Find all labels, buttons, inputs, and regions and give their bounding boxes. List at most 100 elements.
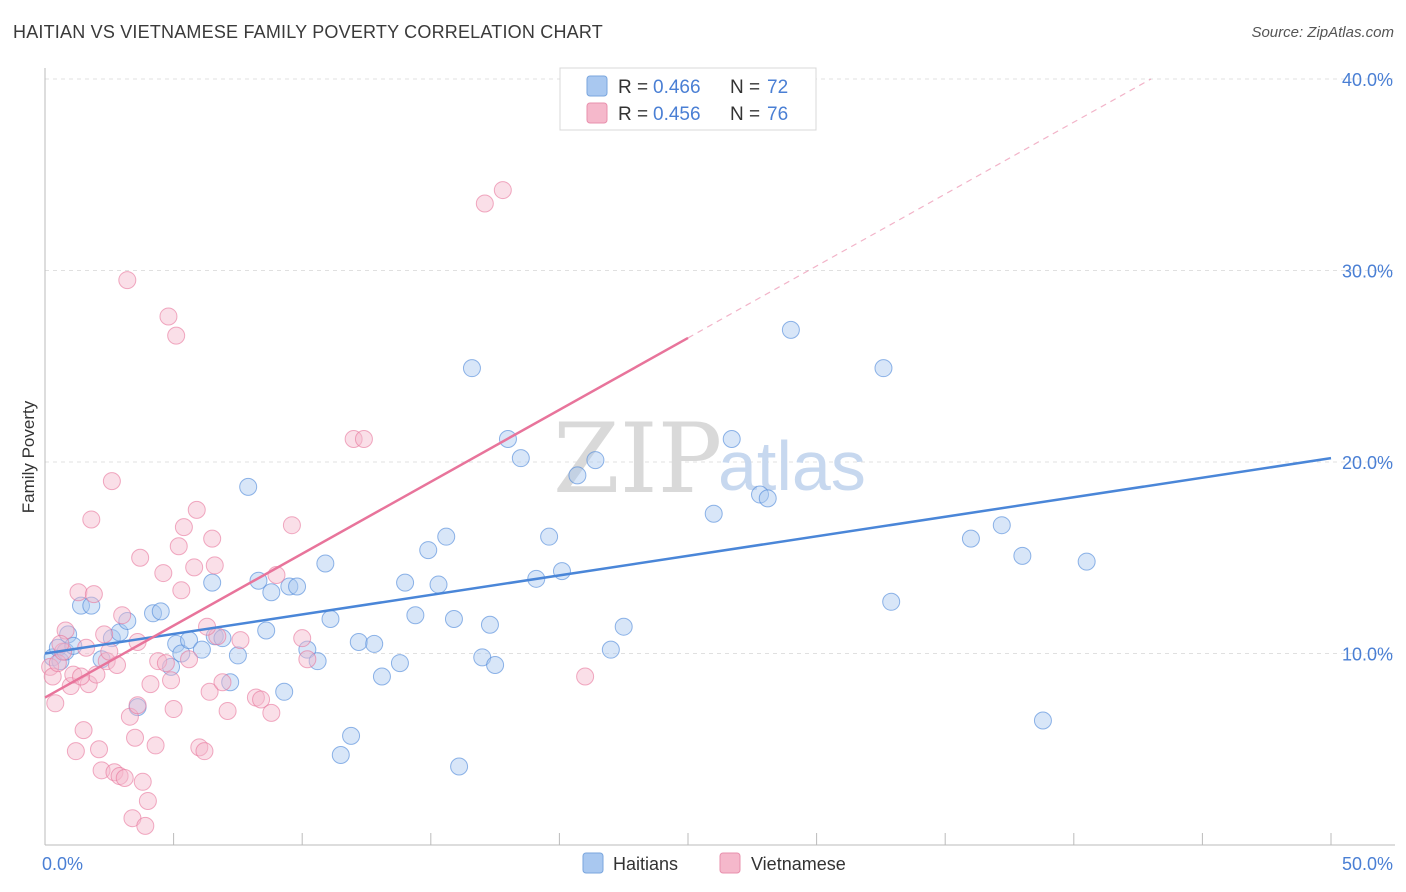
legend-swatch-haitians	[586, 75, 608, 97]
point-haitians-60	[601, 640, 620, 659]
point-vietnamese-65	[475, 194, 494, 213]
point-haitians-41	[390, 654, 409, 673]
point-haitians-73	[1077, 552, 1096, 571]
point-haitians-31	[288, 577, 307, 596]
point-haitians-51	[480, 615, 499, 634]
point-haitians-27	[257, 621, 276, 640]
point-vietnamese-9	[69, 583, 88, 602]
point-haitians-65	[758, 489, 777, 508]
legend-n-label-1: N =	[730, 77, 760, 98]
point-vietnamese-38	[154, 564, 173, 583]
point-haitians-44	[419, 541, 438, 560]
legend-r-label-1: R =	[618, 77, 648, 98]
point-haitians-11	[118, 611, 137, 630]
point-vietnamese-40	[162, 671, 181, 690]
point-vietnamese-1	[43, 667, 62, 686]
point-vietnamese-56	[218, 701, 237, 720]
legend-r-label-2: R =	[618, 104, 648, 125]
point-vietnamese-18	[95, 625, 114, 644]
point-haitians-7	[82, 596, 101, 615]
point-haitians-34	[316, 554, 335, 573]
point-haitians-24	[228, 646, 247, 665]
y-tick-label-1: 20.0%	[1342, 453, 1393, 473]
legend-n-label-2: N =	[730, 104, 760, 125]
y-tick-labels: 10.0% 20.0% 30.0% 40.0%	[1342, 70, 1393, 665]
point-vietnamese-55	[213, 673, 232, 692]
point-haitians-52	[486, 655, 505, 674]
x-tick-label-1: 50.0%	[1342, 854, 1393, 874]
point-vietnamese-63	[344, 430, 363, 449]
point-haitians-23	[221, 673, 240, 692]
point-haitians-69	[961, 529, 980, 548]
legend-n-value-1: 72	[767, 77, 788, 98]
point-vietnamese-41	[164, 700, 183, 719]
point-vietnamese-74	[231, 631, 250, 650]
point-haitians-28	[262, 583, 281, 602]
point-vietnamese-66	[493, 181, 512, 200]
point-haitians-58	[568, 466, 587, 485]
point-vietnamese-44	[172, 581, 191, 600]
point-vietnamese-10	[74, 721, 93, 740]
gridlines	[45, 78, 1395, 654]
point-vietnamese-35	[141, 675, 160, 694]
point-vietnamese-20	[102, 472, 121, 491]
point-haitians-43	[406, 606, 425, 625]
point-vietnamese-12	[79, 675, 98, 694]
point-vietnamese-39	[159, 307, 178, 326]
point-haitians-59	[586, 451, 605, 470]
point-vietnamese-5	[56, 621, 75, 640]
chart-source: Source: ZipAtlas.com	[1251, 24, 1394, 41]
watermark: ZIP atlas	[553, 403, 866, 515]
axes	[44, 68, 1395, 846]
point-vietnamese-3	[48, 654, 67, 673]
point-haitians-66	[781, 320, 800, 339]
point-vietnamese-67	[576, 667, 595, 686]
point-haitians-13	[144, 604, 163, 623]
y-tick-label-3: 40.0%	[1342, 70, 1393, 90]
point-vietnamese-14	[84, 585, 103, 604]
point-vietnamese-46	[180, 650, 199, 669]
point-haitians-40	[372, 667, 391, 686]
point-haitians-39	[365, 634, 384, 653]
point-haitians-45	[429, 575, 448, 594]
point-vietnamese-72	[156, 654, 175, 673]
point-haitians-32	[298, 640, 317, 659]
point-vietnamese-48	[187, 500, 206, 519]
bottom-legend: Haitians Vietnamese	[582, 852, 846, 874]
x-tick-labels: 0.0% 50.0%	[42, 854, 1393, 874]
point-vietnamese-53	[205, 556, 224, 575]
bottom-legend-label-vietnamese: Vietnamese	[751, 854, 846, 874]
point-vietnamese-61	[293, 629, 312, 648]
point-vietnamese-25	[115, 768, 134, 787]
data-points	[41, 181, 1096, 835]
point-vietnamese-62	[298, 650, 317, 669]
top-legend: R = 0.466 N = 72 R = 0.456 N = 76	[559, 67, 817, 131]
point-haitians-36	[331, 745, 350, 764]
legend-r-value-1: 0.466	[653, 77, 701, 98]
point-vietnamese-34	[138, 791, 157, 810]
point-haitians-6	[72, 596, 91, 615]
point-haitians-49	[462, 359, 481, 378]
trend-extension-vietnamese	[687, 78, 1152, 339]
point-vietnamese-60	[282, 516, 301, 535]
point-vietnamese-42	[167, 326, 186, 345]
point-haitians-72	[1033, 711, 1052, 730]
point-haitians-62	[704, 504, 723, 523]
point-vietnamese-33	[136, 816, 155, 835]
y-tick-label-0: 10.0%	[1342, 645, 1393, 665]
point-vietnamese-29	[126, 728, 145, 747]
point-vietnamese-37	[149, 652, 168, 671]
point-haitians-61	[614, 617, 633, 636]
trend-line-haitians	[44, 456, 1332, 655]
point-haitians-19	[192, 640, 211, 659]
point-vietnamese-31	[131, 548, 150, 567]
bottom-legend-label-haitians: Haitians	[613, 854, 678, 874]
y-tick-label-2: 30.0%	[1342, 262, 1393, 282]
point-vietnamese-13	[82, 510, 101, 529]
legend-n-value-2: 76	[767, 104, 788, 125]
bottom-legend-swatch-vietnamese	[719, 852, 741, 874]
point-haitians-37	[342, 726, 361, 745]
point-vietnamese-73	[198, 617, 217, 636]
point-vietnamese-71	[128, 696, 147, 715]
point-haitians-71	[1013, 546, 1032, 565]
